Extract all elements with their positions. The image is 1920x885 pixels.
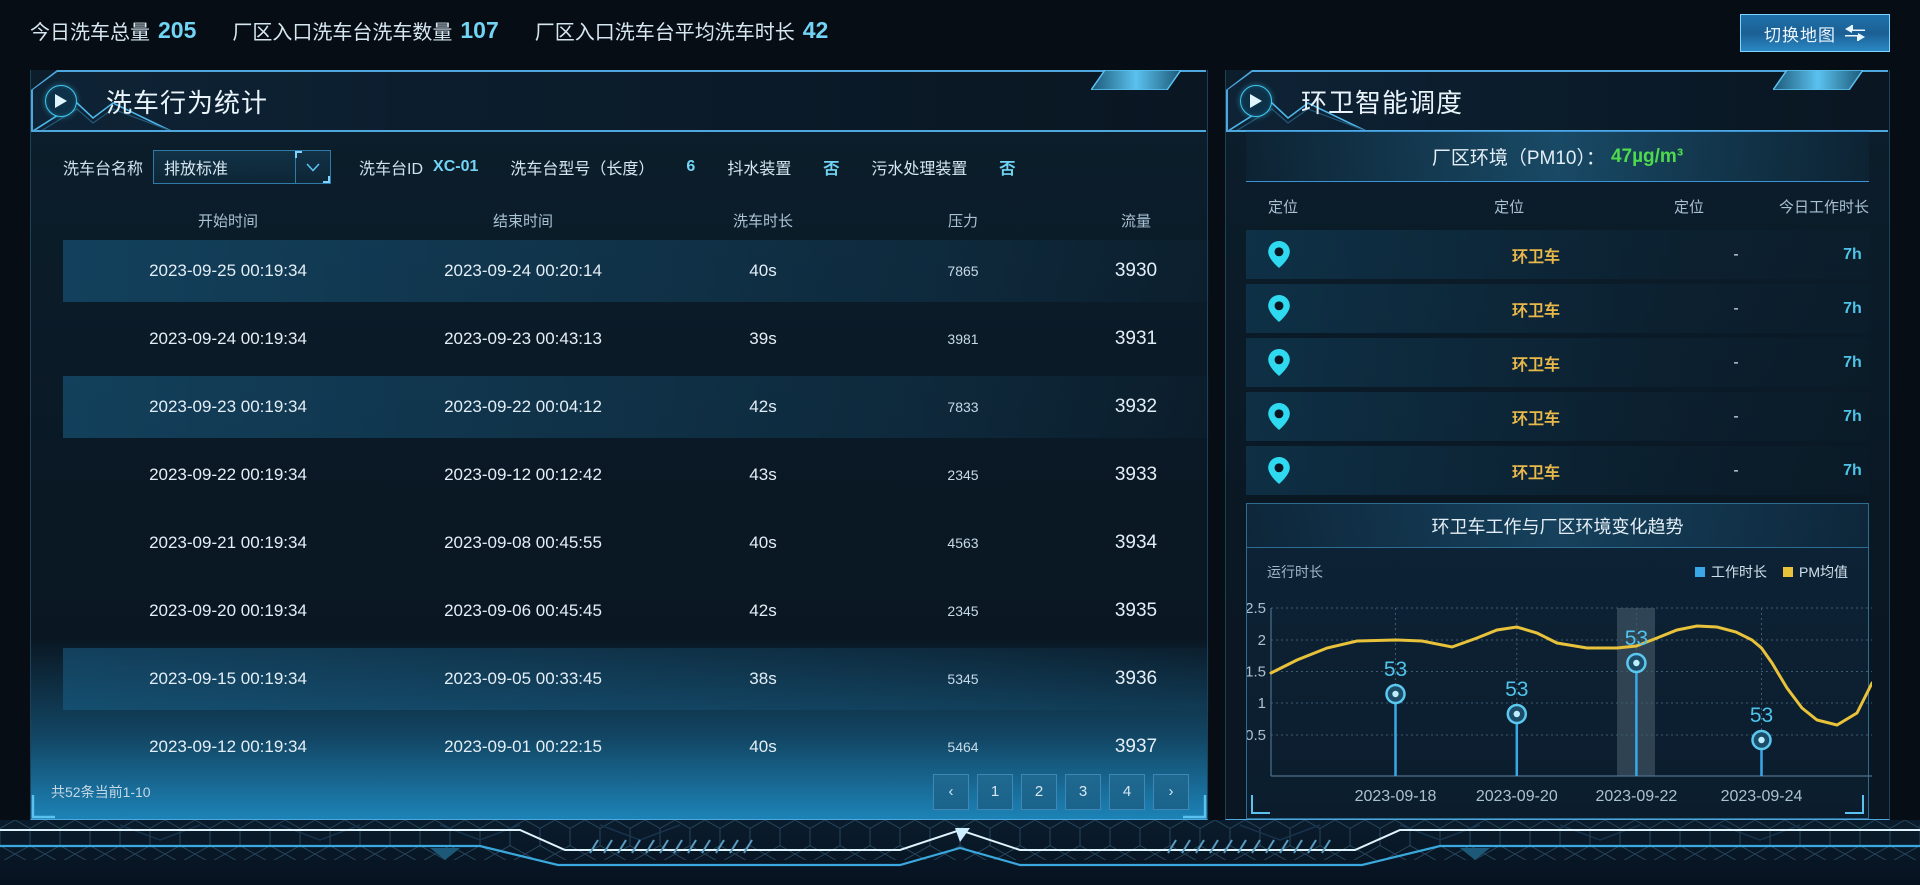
svg-text:2.5: 2.5 [1247,600,1266,617]
svg-text:0.5: 0.5 [1247,727,1266,744]
svg-text:53: 53 [1625,627,1648,650]
svg-text:2023-09-24: 2023-09-24 [1721,788,1803,805]
svg-text:2023-09-22: 2023-09-22 [1595,788,1677,805]
svg-text:1.5: 1.5 [1247,664,1266,681]
svg-text:2023-09-18: 2023-09-18 [1355,788,1437,805]
svg-text:53: 53 [1750,704,1773,727]
svg-text:1: 1 [1258,695,1266,712]
svg-text:53: 53 [1505,678,1528,701]
svg-text:2023-09-20: 2023-09-20 [1476,788,1558,805]
svg-text:2: 2 [1258,632,1266,649]
svg-text:53: 53 [1384,658,1407,681]
